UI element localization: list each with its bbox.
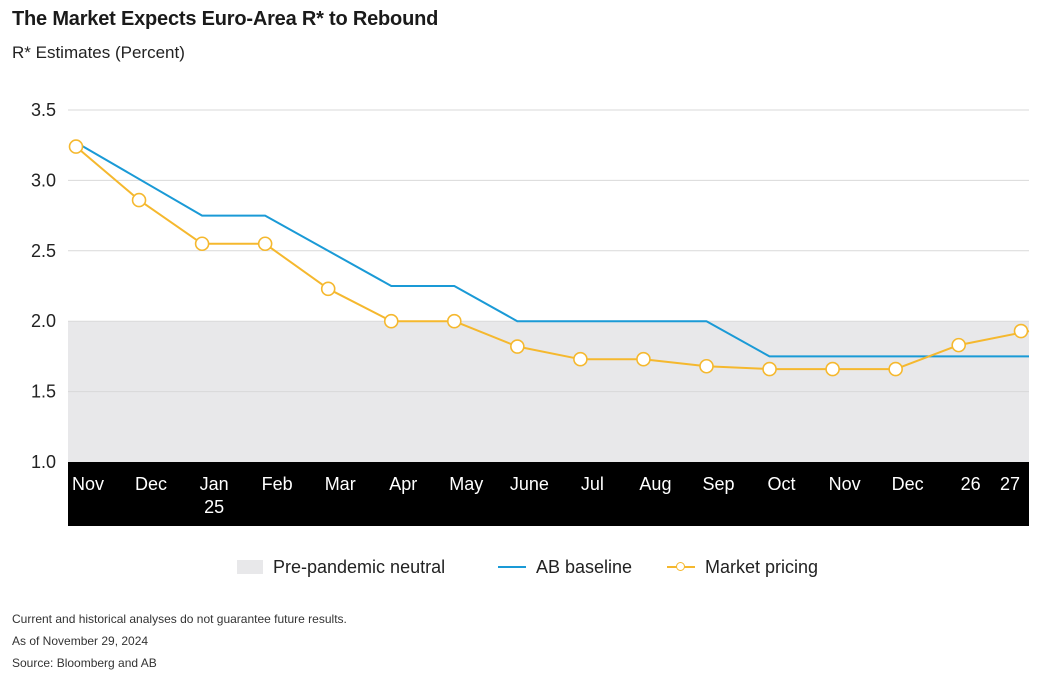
x-tick-label: 27 [1000, 474, 1020, 494]
market-pricing-point [320, 281, 336, 297]
x-tick-label: Oct [768, 474, 796, 494]
footnote-as-of: As of November 29, 2024 [12, 634, 149, 648]
y-tick-label: 1.5 [31, 382, 56, 402]
y-tick-label: 3.0 [31, 170, 56, 190]
market-pricing-point [446, 313, 462, 329]
x-axis-bar [68, 462, 1029, 526]
x-tick-label: Nov [72, 474, 104, 494]
footnote-source: Source: Bloomberg and AB [12, 656, 157, 670]
market-pricing-point [383, 313, 399, 329]
x-tick-label: Dec [892, 474, 924, 494]
neutral-swatch-icon [237, 560, 263, 574]
x-tick-label: 26 [961, 474, 981, 494]
market-pricing-point [636, 351, 651, 367]
chart-subtitle: R* Estimates (Percent) [12, 43, 185, 62]
x-tick-label: Feb [262, 474, 293, 494]
x-axis-band: Nov Dec Jan 25 Feb Mar Apr May June Jul Aug Sep Oct N… [68, 462, 1029, 526]
y-tick-label: 3.5 [31, 100, 56, 120]
market-pricing-point [194, 236, 210, 252]
legend-label-market-pricing: Market pricing [705, 556, 819, 577]
market-pricing-point [573, 351, 588, 367]
market-pricing-line-icon [667, 562, 695, 571]
x-tick-label: Dec [135, 474, 167, 494]
legend-label-neutral: Pre-pandemic neutral [273, 556, 446, 577]
chart-title: The Market Expects Euro-Area R* to Rebou… [12, 8, 439, 30]
x-tick-label: Mar [325, 474, 356, 494]
series-lines [68, 139, 1030, 377]
x-tick-label: Apr [389, 474, 417, 494]
market-pricing-point [1013, 323, 1029, 339]
x-tick-label: Nov [829, 474, 861, 494]
ab-baseline-line-icon [498, 566, 526, 568]
market-pricing-point [825, 361, 840, 377]
market-pricing-point [699, 358, 714, 374]
legend-label-ab-baseline: AB baseline [536, 556, 633, 577]
x-tick-label: Jan [200, 474, 229, 494]
market-pricing-point [951, 337, 967, 353]
legend-item-neutral: Pre-pandemic neutral [237, 553, 445, 581]
line-chart: 3.5 3.0 2.5 2.0 1.5 1.0 Nov Dec Jan 25 Feb Mar Apr M… [31, 100, 1030, 526]
y-axis-ticks: 3.5 3.0 2.5 2.0 1.5 1.0 [31, 100, 56, 472]
legend-item-market-pricing: Market pricing [667, 553, 818, 581]
market-pricing-point [888, 361, 903, 377]
market-pricing-point [510, 339, 525, 354]
legend-item-ab-baseline: AB baseline [498, 553, 632, 581]
x-tick-label: May [449, 474, 483, 494]
x-tick-label: Sep [702, 474, 734, 494]
x-tick-label: 25 [204, 497, 224, 517]
y-tick-label: 2.5 [31, 241, 56, 261]
market-pricing-point [762, 361, 777, 377]
market-pricing-point [68, 139, 84, 154]
market-pricing-point [131, 192, 147, 208]
x-tick-label: Aug [639, 474, 671, 494]
y-tick-label: 1.0 [31, 452, 56, 472]
series-line-market-pricing [75, 145, 1030, 371]
y-tick-label: 2.0 [31, 311, 56, 331]
series-line-ab-baseline [75, 141, 1029, 358]
x-tick-label: June [510, 474, 549, 494]
legend: Pre-pandemic neutral AB baseline Market … [0, 553, 1056, 581]
x-tick-label: Jul [581, 474, 604, 494]
market-pricing-marker-icon [676, 562, 685, 571]
footnote-disclaimer: Current and historical analyses do not g… [12, 612, 347, 626]
market-pricing-point [257, 236, 273, 252]
